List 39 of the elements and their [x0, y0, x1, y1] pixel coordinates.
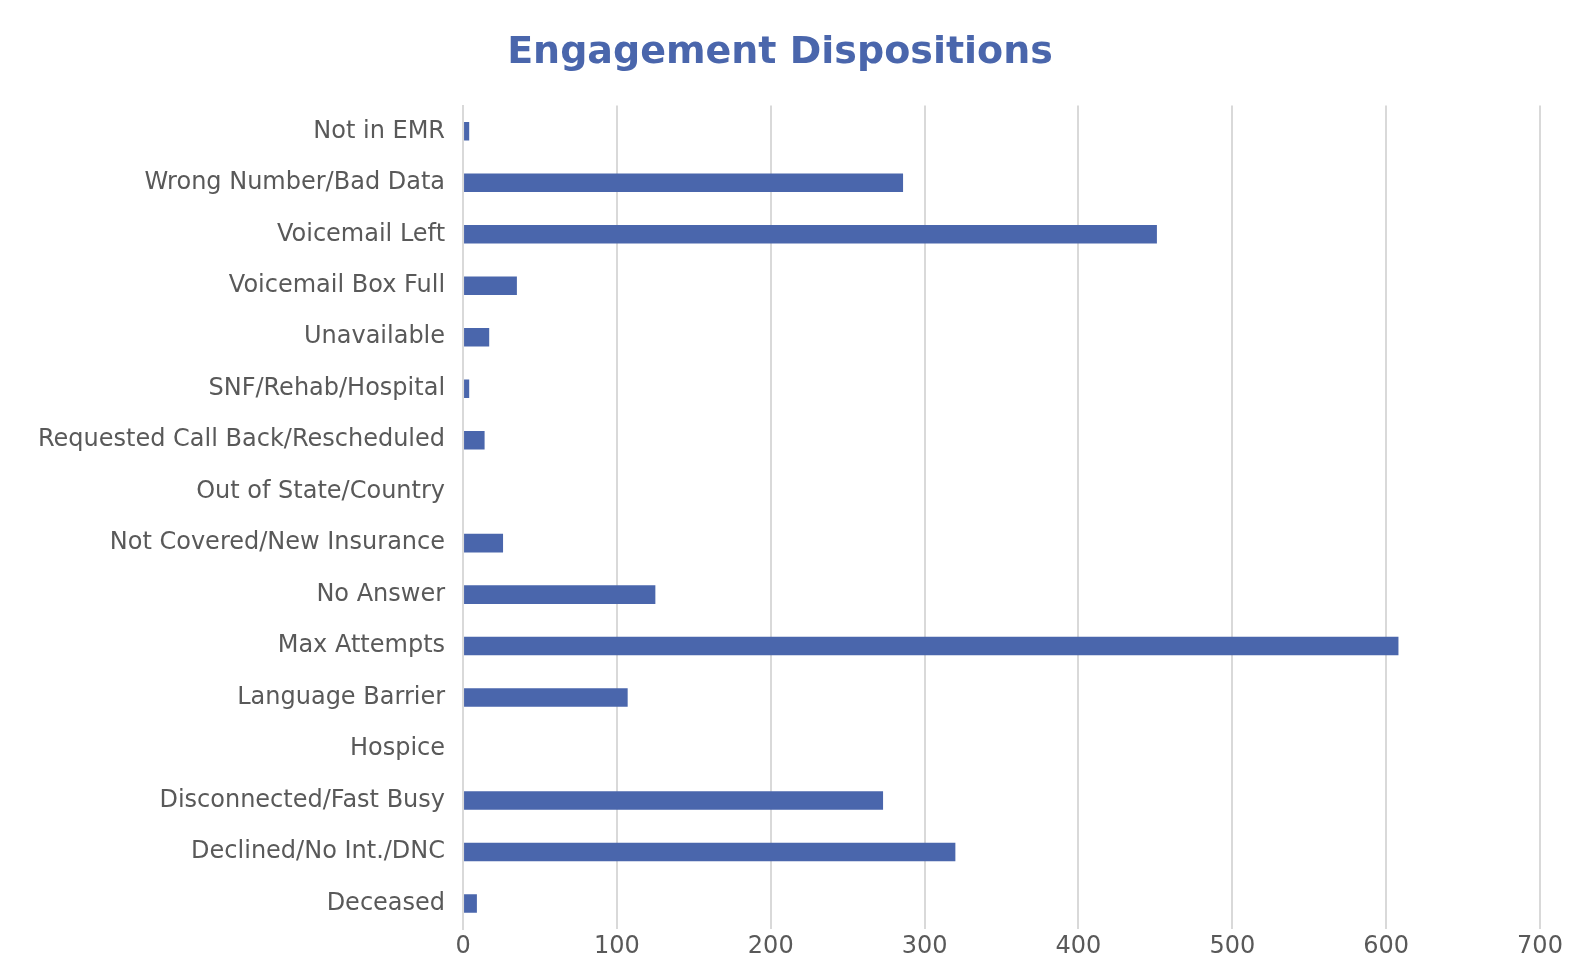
chart-title: Engagement Dispositions	[507, 27, 1053, 72]
y-tick-label: Not in EMR	[313, 115, 446, 144]
y-tick-label: Disconnected/Fast Busy	[159, 784, 446, 813]
bar	[464, 636, 1399, 656]
y-tick-label: Out of State/Country	[196, 475, 446, 504]
x-tick-label: 400	[1055, 930, 1102, 959]
x-tick-label: 700	[1517, 930, 1563, 959]
bar	[464, 842, 956, 862]
y-tick-label: Hospice	[349, 733, 446, 762]
x-tick-label: 0	[455, 930, 471, 959]
y-tick-label: Not Covered/New Insurance	[109, 527, 446, 556]
y-tick-label: Declined/No Int./DNC	[191, 836, 446, 865]
bar	[464, 585, 656, 604]
bar	[464, 379, 470, 398]
x-tick-label: 600	[1363, 930, 1410, 959]
y-tick-label: Voicemail Box Full	[228, 270, 446, 298]
bar	[464, 122, 470, 141]
bar	[464, 791, 884, 810]
y-tick-label: SNF/Rehab/Hospital	[208, 372, 446, 401]
y-tick-label: Requested Call Back/Rescheduled	[37, 424, 446, 453]
x-tick-label: 500	[1209, 930, 1256, 959]
bar	[464, 430, 485, 450]
bar	[464, 688, 628, 707]
bar	[464, 173, 904, 193]
y-tick-label: Language Barrier	[237, 681, 446, 710]
y-tick-label: Voicemail Left	[276, 218, 446, 247]
y-tick-label: Unavailable	[303, 321, 446, 350]
bar	[464, 276, 517, 296]
bar	[464, 225, 1157, 244]
x-tick-label: 300	[901, 930, 948, 959]
bar	[464, 327, 490, 347]
bar	[464, 533, 504, 553]
bar	[464, 894, 477, 913]
y-tick-label: Max Attempts	[277, 630, 446, 659]
x-tick-label: 200	[747, 930, 794, 959]
y-tick-label: No Answer	[316, 578, 446, 607]
x-tick-label: 100	[593, 930, 640, 959]
y-tick-label: Wrong Number/Bad Data	[144, 167, 446, 196]
y-tick-label: Deceased	[326, 887, 446, 916]
